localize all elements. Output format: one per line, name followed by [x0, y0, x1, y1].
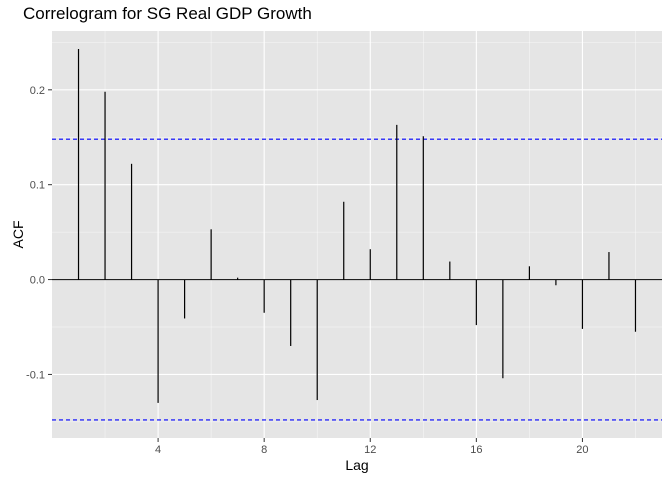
x-tick-label: 16 — [470, 444, 482, 456]
acf-bars — [77, 49, 637, 403]
y-tick-label: 0.0 — [30, 275, 45, 287]
y-axis-ticks: -0.1 0.0 0.1 0.2 — [26, 85, 52, 381]
x-tick-label: 12 — [364, 444, 376, 456]
x-axis-title: Lag — [345, 457, 368, 473]
x-tick-label: 8 — [261, 444, 267, 456]
confidence-bounds — [52, 138, 662, 421]
plot-panel — [52, 31, 662, 438]
y-axis-title: ACF — [10, 221, 26, 249]
chart-title: Correlogram for SG Real GDP Growth — [23, 4, 312, 23]
y-tick-label: 0.2 — [30, 85, 45, 97]
y-tick-label: 0.1 — [30, 180, 45, 192]
x-axis-ticks: 4 8 12 16 20 — [155, 438, 589, 456]
x-tick-label: 20 — [576, 444, 588, 456]
y-tick-label: -0.1 — [26, 369, 45, 381]
x-tick-label: 4 — [155, 444, 161, 456]
